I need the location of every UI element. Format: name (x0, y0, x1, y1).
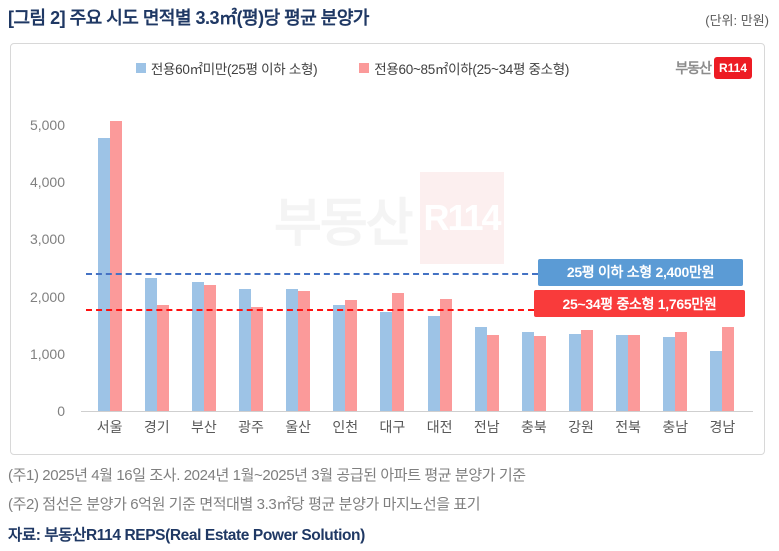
x-axis-label-광주: 광주 (238, 419, 264, 435)
legend-label: 전용60㎡미만(25평 이하 소형) (150, 62, 318, 77)
legend-item-1: 전용60~85㎡이하(25~34평 중소형) (359, 58, 569, 78)
bar-small-충북 (521, 332, 534, 411)
x-axis-label-전남: 전남 (473, 419, 500, 435)
x-axis-label-부산: 부산 (190, 419, 217, 435)
y-axis-tick: 2,000 (29, 288, 65, 305)
r114-logo-text: 부동산 (675, 60, 712, 76)
chart-legend: 전용60㎡미만(25평 이하 소형) 전용60~85㎡이하(25~34평 중소형) (11, 58, 694, 78)
x-axis-label-인천: 인천 (332, 419, 359, 435)
x-axis-label-전북: 전북 (615, 419, 642, 435)
title-row: [그림 2] 주요 시도 면적별 3.3㎡(평)당 평균 분양가 (단위: 만원… (8, 4, 769, 30)
reference-line-1 (86, 309, 534, 312)
bar-medium-강원 (581, 329, 593, 411)
bar-medium-서울 (109, 120, 122, 411)
x-axis-label-울산: 울산 (285, 419, 312, 435)
bar-small-경기 (144, 277, 157, 411)
x-axis-label-경기: 경기 (143, 419, 170, 435)
bar-medium-전북 (628, 334, 641, 411)
bar-small-인천 (333, 305, 346, 411)
bar-medium-전남 (486, 335, 499, 411)
bar-medium-대전 (439, 298, 452, 411)
bar-medium-울산 (298, 291, 311, 411)
x-axis-label-대전: 대전 (426, 419, 453, 435)
bar-small-대구 (380, 312, 393, 411)
x-axis-label-경남: 경남 (709, 419, 736, 435)
reference-label-1: 25~34평 중소형 1,765만원 (534, 290, 745, 318)
y-axis-tick: 4,000 (29, 174, 65, 191)
watermark: 부동산 R114 (274, 172, 504, 264)
bar-medium-부산 (203, 285, 216, 411)
bar-small-경남 (710, 350, 723, 411)
source-line: 자료: 부동산R114 REPS(Real Estate Power Solut… (8, 527, 365, 544)
watermark-r114-badge: R114 (419, 172, 504, 264)
bar-small-대전 (427, 316, 440, 411)
x-axis-label-충남: 충남 (662, 419, 689, 435)
bar-medium-충북 (533, 336, 546, 411)
x-axis-line (81, 411, 753, 412)
y-axis-tick: 5,000 (29, 117, 65, 133)
watermark-text: 부동산 (274, 194, 414, 253)
legend-swatch-icon (359, 63, 370, 73)
y-axis-tick: 3,000 (29, 231, 65, 248)
legend-label: 전용60~85㎡이하(25~34평 중소형) (374, 62, 570, 77)
bar-small-강원 (569, 333, 581, 411)
bar-medium-경기 (156, 304, 169, 411)
footnote-2: (주2) 점선은 분양가 6억원 기준 면적대별 3.3㎡당 평균 분양가 마지… (8, 496, 481, 513)
bar-medium-경남 (722, 326, 735, 411)
r114-logo-badge: R114 (713, 57, 752, 79)
bar-small-부산 (191, 281, 204, 411)
bar-small-충남 (663, 337, 676, 411)
figure-title: [그림 2] 주요 시도 면적별 3.3㎡(평)당 평균 분양가 (8, 8, 369, 28)
bar-small-전북 (616, 334, 629, 411)
bar-small-울산 (286, 288, 299, 411)
x-axis-label-강원: 강원 (568, 419, 594, 435)
unit-label: (단위: 만원) (705, 13, 769, 28)
bar-small-광주 (239, 288, 251, 411)
bar-small-전남 (474, 327, 487, 411)
reference-label-0: 25평 이하 소형 2,400만원 (538, 258, 743, 286)
reference-line-0 (86, 272, 538, 275)
y-axis-tick: 1,000 (29, 345, 65, 362)
bar-medium-광주 (251, 306, 263, 411)
x-axis-label-대구: 대구 (379, 419, 406, 435)
bar-medium-대구 (392, 292, 405, 411)
legend-item-0: 전용60㎡미만(25평 이하 소형) (135, 58, 318, 78)
chart-panel: 부동산 R114 전용60㎡미만(25평 이하 소형) 전용60~85㎡이하(25… (10, 43, 765, 455)
r114-logo: 부동산 R114 (675, 57, 752, 79)
y-axis-tick: 0 (57, 403, 65, 419)
bar-medium-충남 (675, 332, 688, 411)
footnote-1: (주1) 2025년 4월 16일 조사. 2024년 1월~2025년 3월 … (8, 467, 526, 484)
x-axis-label-서울: 서울 (96, 419, 123, 435)
bar-medium-인천 (345, 300, 358, 411)
legend-swatch-icon (135, 63, 146, 73)
x-axis-label-충북: 충북 (520, 419, 547, 435)
